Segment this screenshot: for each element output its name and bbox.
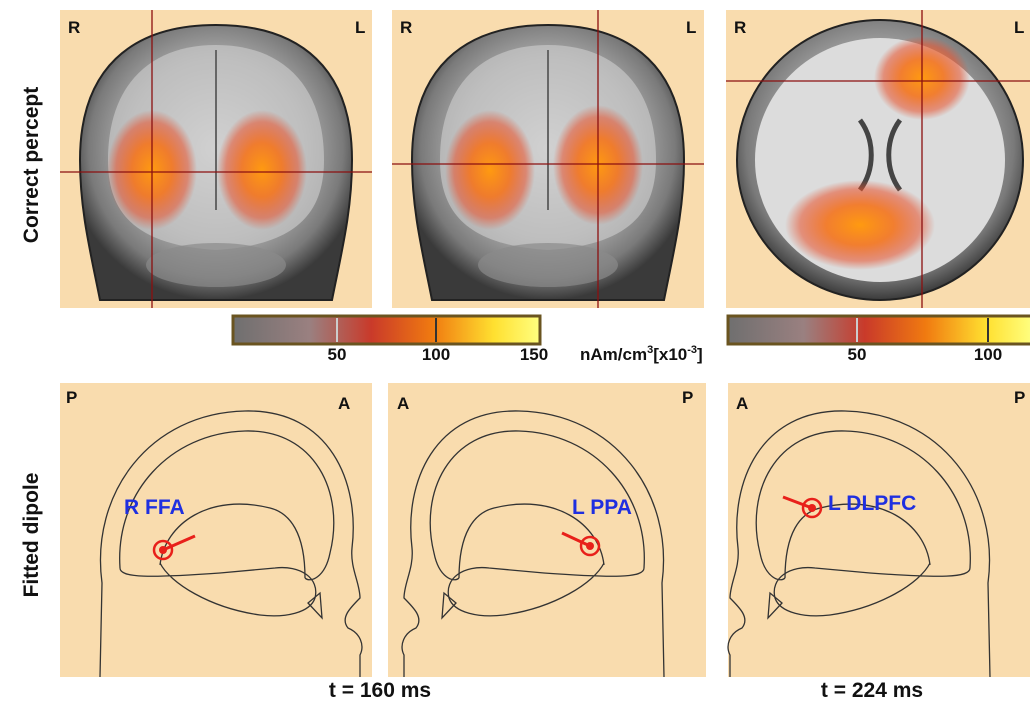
colorbar-tick: 100	[974, 345, 1002, 364]
dipole-label: L DLPFC	[828, 492, 916, 515]
orientation-label: A	[736, 394, 748, 413]
colorbar-unit: nAm/cm3[x10-3]	[580, 344, 703, 364]
orientation-label: A	[338, 394, 350, 413]
colorbar-tick: 100	[422, 345, 450, 364]
orientation-label: R	[68, 18, 80, 37]
dipole-panel: A P L PPA	[388, 383, 706, 678]
orientation-label: R	[400, 18, 412, 37]
dipole-label: L PPA	[572, 496, 632, 519]
brain-panel: R L	[726, 10, 1030, 308]
orientation-label: P	[1014, 388, 1025, 407]
dipole-panel: A P L DLPFC	[727, 383, 1030, 678]
orientation-label: L	[1014, 18, 1024, 37]
dipole-panel: P A R FFA	[60, 383, 372, 678]
colorbar-tick: 50	[328, 345, 347, 364]
row-label: Correct percept	[20, 87, 43, 243]
colorbar: 50 100	[726, 314, 1030, 364]
orientation-label: P	[66, 388, 77, 407]
colorbar-tick: 50	[848, 345, 867, 364]
time-label: t = 160 ms	[329, 679, 431, 702]
orientation-label: L	[686, 18, 696, 37]
orientation-label: P	[682, 388, 693, 407]
dipole-label: R FFA	[124, 496, 185, 519]
row-label: Fitted dipole	[20, 473, 43, 598]
colorbar: 50 100 150	[231, 314, 548, 364]
orientation-label: A	[397, 394, 409, 413]
orientation-label: L	[355, 18, 365, 37]
time-label: t = 224 ms	[821, 679, 923, 702]
brain-panel: R L	[392, 10, 704, 308]
orientation-label: R	[734, 18, 746, 37]
brain-panel: R L	[60, 10, 372, 308]
colorbar-tick: 150	[520, 345, 548, 364]
